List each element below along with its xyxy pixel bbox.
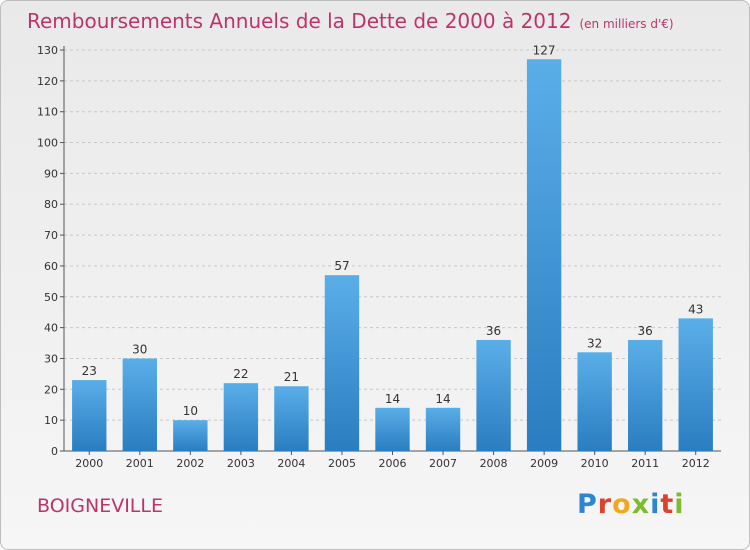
x-tick-label-2001: 2001 (126, 457, 154, 470)
y-tick-label: 110 (37, 106, 58, 119)
bar-2000 (72, 380, 107, 451)
y-tick-label: 10 (44, 414, 58, 427)
x-tick-labels: 2000 2001 2002 2003 2004 2005 2006 2007 2008 2009… (75, 457, 709, 470)
bar-2002 (173, 420, 208, 451)
bars (72, 59, 713, 451)
bar-2006 (375, 407, 410, 451)
data-labels: 23 30 10 22 21 57 14 14 36 127 32 36 43 (82, 43, 704, 418)
x-tick-label-2009: 2009 (530, 457, 558, 470)
data-label-2001: 30 (132, 342, 147, 356)
y-tick-label: 90 (44, 167, 58, 180)
grid-lines (64, 49, 721, 421)
chart-title: Remboursements Annuels de la Dette de 20… (27, 9, 674, 33)
x-tick-label-2005: 2005 (328, 457, 356, 470)
logo-letter-3: x (631, 489, 651, 520)
y-tick-label: 70 (44, 229, 58, 242)
proxiti-logo: Proxiti (577, 489, 685, 520)
logo-letter-6: i (674, 489, 685, 520)
y-tick-label: 120 (37, 75, 58, 88)
data-label-2006: 14 (385, 392, 400, 406)
bar-2012 (678, 318, 713, 451)
bar-2009 (526, 59, 562, 451)
bar-2004 (274, 386, 309, 451)
x-tick-label-2002: 2002 (176, 457, 204, 470)
x-tick-label-2012: 2012 (682, 457, 710, 470)
x-tick-label-2003: 2003 (227, 457, 255, 470)
x-tick-label-2007: 2007 (429, 457, 457, 470)
x-tick-label-2004: 2004 (277, 457, 305, 470)
logo-letter-1: r (597, 489, 613, 520)
y-tick-label: 0 (51, 445, 58, 458)
x-tick-label-2010: 2010 (581, 457, 609, 470)
logo-letter-4: i (650, 489, 661, 520)
y-tick-label: 60 (44, 260, 58, 273)
data-label-2011: 36 (638, 324, 653, 338)
data-label-2009: 127 (533, 43, 556, 57)
x-tick-label-2008: 2008 (480, 457, 508, 470)
x-tick-label-2000: 2000 (75, 457, 103, 470)
bar-2007 (425, 407, 461, 451)
y-tick-label: 80 (44, 198, 58, 211)
bar-2011 (628, 339, 663, 451)
data-label-2002: 10 (183, 404, 198, 418)
bar-2010 (577, 352, 612, 451)
bar-2003 (223, 383, 259, 451)
x-tick-label-2011: 2011 (631, 457, 659, 470)
y-tick-label: 130 (37, 44, 58, 57)
data-label-2008: 36 (486, 324, 501, 338)
bar-2001 (122, 358, 157, 451)
data-label-2004: 21 (284, 370, 299, 384)
y-tick-label: 100 (37, 137, 58, 150)
bar-2008 (476, 339, 511, 451)
data-label-2007: 14 (435, 392, 450, 406)
data-label-2012: 43 (688, 302, 703, 316)
logo-letter-5: t (660, 489, 675, 520)
bar-2005 (324, 275, 360, 451)
commune-name: BOIGNEVILLE (37, 495, 163, 517)
chart-unit: (en milliers d'€) (579, 17, 674, 31)
logo-letter-0: P (577, 489, 598, 520)
y-tick-label: 50 (44, 291, 58, 304)
logo-letter-2: o (612, 489, 632, 520)
chart-title-text: Remboursements Annuels de la Dette de 20… (27, 9, 572, 33)
data-label-2005: 57 (334, 259, 349, 273)
y-tick-label: 20 (44, 383, 58, 396)
y-tick-label: 40 (44, 322, 58, 335)
y-tick-label: 30 (44, 352, 58, 365)
x-tick-label-2006: 2006 (379, 457, 407, 470)
y-tick-labels: 0 10 20 30 40 50 60 70 80 90 100 110 120 130 (37, 44, 58, 458)
data-label-2003: 22 (233, 367, 248, 381)
data-label-2010: 32 (587, 336, 602, 350)
data-label-2000: 23 (82, 364, 97, 378)
